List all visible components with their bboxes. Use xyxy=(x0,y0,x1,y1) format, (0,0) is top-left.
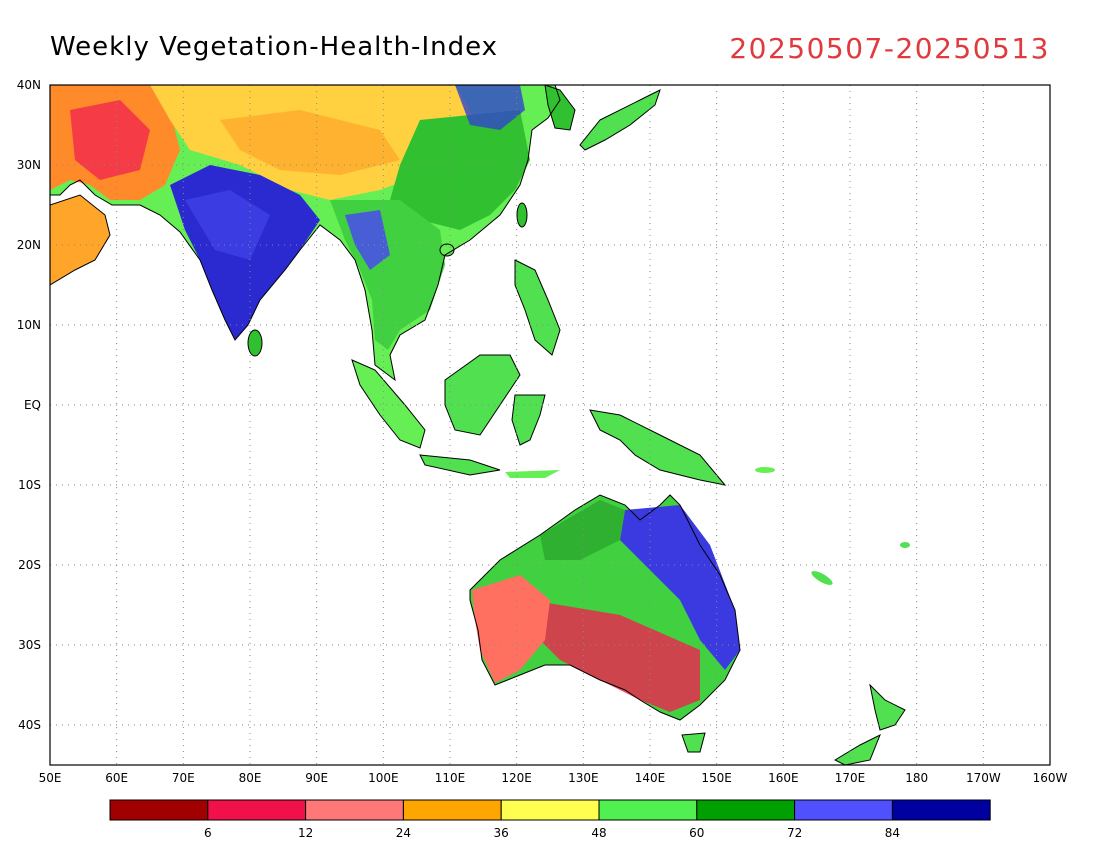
taiwan xyxy=(517,203,527,227)
longitude-label: 80E xyxy=(239,771,262,785)
aus-blue-east xyxy=(620,505,740,670)
longitude-label: 130E xyxy=(568,771,599,785)
longitude-label: 180 xyxy=(905,771,928,785)
indochina xyxy=(330,200,445,350)
japan xyxy=(580,90,660,150)
tibet-orange xyxy=(220,110,400,175)
map-title: Weekly Vegetation-Health-Index xyxy=(50,32,499,62)
myanmar-blue xyxy=(345,210,390,270)
nz-south xyxy=(835,735,880,765)
tasmania xyxy=(682,733,705,752)
coastlines xyxy=(50,85,906,765)
longitude-label: 90E xyxy=(305,771,328,785)
java xyxy=(420,455,500,475)
philippines xyxy=(515,260,560,355)
india-blue-light xyxy=(185,190,270,260)
colorbar-segment xyxy=(598,799,698,821)
colorbar-segment xyxy=(891,799,991,821)
latitude-labels: 40N 30N 20N 10N EQ 10S 20S 30S 40S xyxy=(17,78,41,732)
aus-orange-west xyxy=(472,575,550,683)
latitude-label: EQ xyxy=(24,398,41,412)
longitude-label: 170W xyxy=(966,771,1001,785)
colorbar-tick-label: 12 xyxy=(298,826,313,840)
longitude-label: 160E xyxy=(768,771,799,785)
aus-north xyxy=(540,500,625,560)
longitude-label: 60E xyxy=(105,771,128,785)
longitude-label: 70E xyxy=(172,771,195,785)
colorbar-segment xyxy=(207,799,307,821)
new-caledonia xyxy=(811,571,833,585)
longitude-label: 150E xyxy=(701,771,732,785)
longitude-labels: 50E 60E 70E 80E 90E 100E 110E 120E 130E 140E 150E 1… xyxy=(39,771,1068,785)
colorbar-segment xyxy=(402,799,502,821)
colorbar-tick-label: 60 xyxy=(689,826,704,840)
colorbar-labels: 6 12 24 36 48 60 72 84 xyxy=(204,826,900,840)
longitude-label: 50E xyxy=(39,771,62,785)
colorbar-tick-label: 48 xyxy=(591,826,606,840)
colorbar-segment xyxy=(794,799,893,821)
colorbar-segment xyxy=(305,799,404,821)
aus-red-south xyxy=(530,600,700,712)
new-guinea xyxy=(590,410,725,485)
longitude-label: 120E xyxy=(501,771,532,785)
latitude-label: 20N xyxy=(17,238,41,252)
colorbar-tick-label: 24 xyxy=(396,826,411,840)
latitude-label: 40N xyxy=(17,78,41,92)
nz-north xyxy=(870,685,905,730)
latitude-label: 10N xyxy=(17,318,41,332)
longitude-label: 140E xyxy=(635,771,666,785)
colorbar-segment xyxy=(109,799,209,821)
borneo xyxy=(445,355,520,435)
east-china xyxy=(390,110,530,230)
colorbar-segment xyxy=(696,799,796,821)
land-masses xyxy=(50,85,910,765)
korea xyxy=(545,85,575,130)
longitude-label: 170E xyxy=(835,771,866,785)
solomon-islands xyxy=(755,467,775,473)
fiji xyxy=(900,542,910,548)
longitude-label: 160W xyxy=(1033,771,1068,785)
date-range: 20250507-20250513 xyxy=(729,32,1050,65)
colorbar-tick-label: 72 xyxy=(787,826,802,840)
north-china-blue xyxy=(455,85,525,130)
colorbar-tick-label: 6 xyxy=(204,826,212,840)
sulawesi xyxy=(512,395,545,445)
latitude-label: 20S xyxy=(18,558,41,572)
colorbar-tick-label: 36 xyxy=(494,826,509,840)
latitude-label: 30N xyxy=(17,158,41,172)
longitude-label: 100E xyxy=(368,771,399,785)
iran-red-patches xyxy=(70,100,150,180)
latitude-label: 30S xyxy=(18,638,41,652)
colorbar-tick-label: 84 xyxy=(885,826,900,840)
longitude-label: 110E xyxy=(435,771,466,785)
lesser-sunda xyxy=(505,470,560,478)
latitude-label: 40S xyxy=(18,718,41,732)
sumatra xyxy=(352,360,425,448)
colorbar-segment xyxy=(500,799,600,821)
arabia xyxy=(50,195,110,285)
latitude-label: 10S xyxy=(18,478,41,492)
colorbar xyxy=(109,799,991,821)
map-frame xyxy=(49,84,1051,766)
sri-lanka xyxy=(248,330,262,356)
